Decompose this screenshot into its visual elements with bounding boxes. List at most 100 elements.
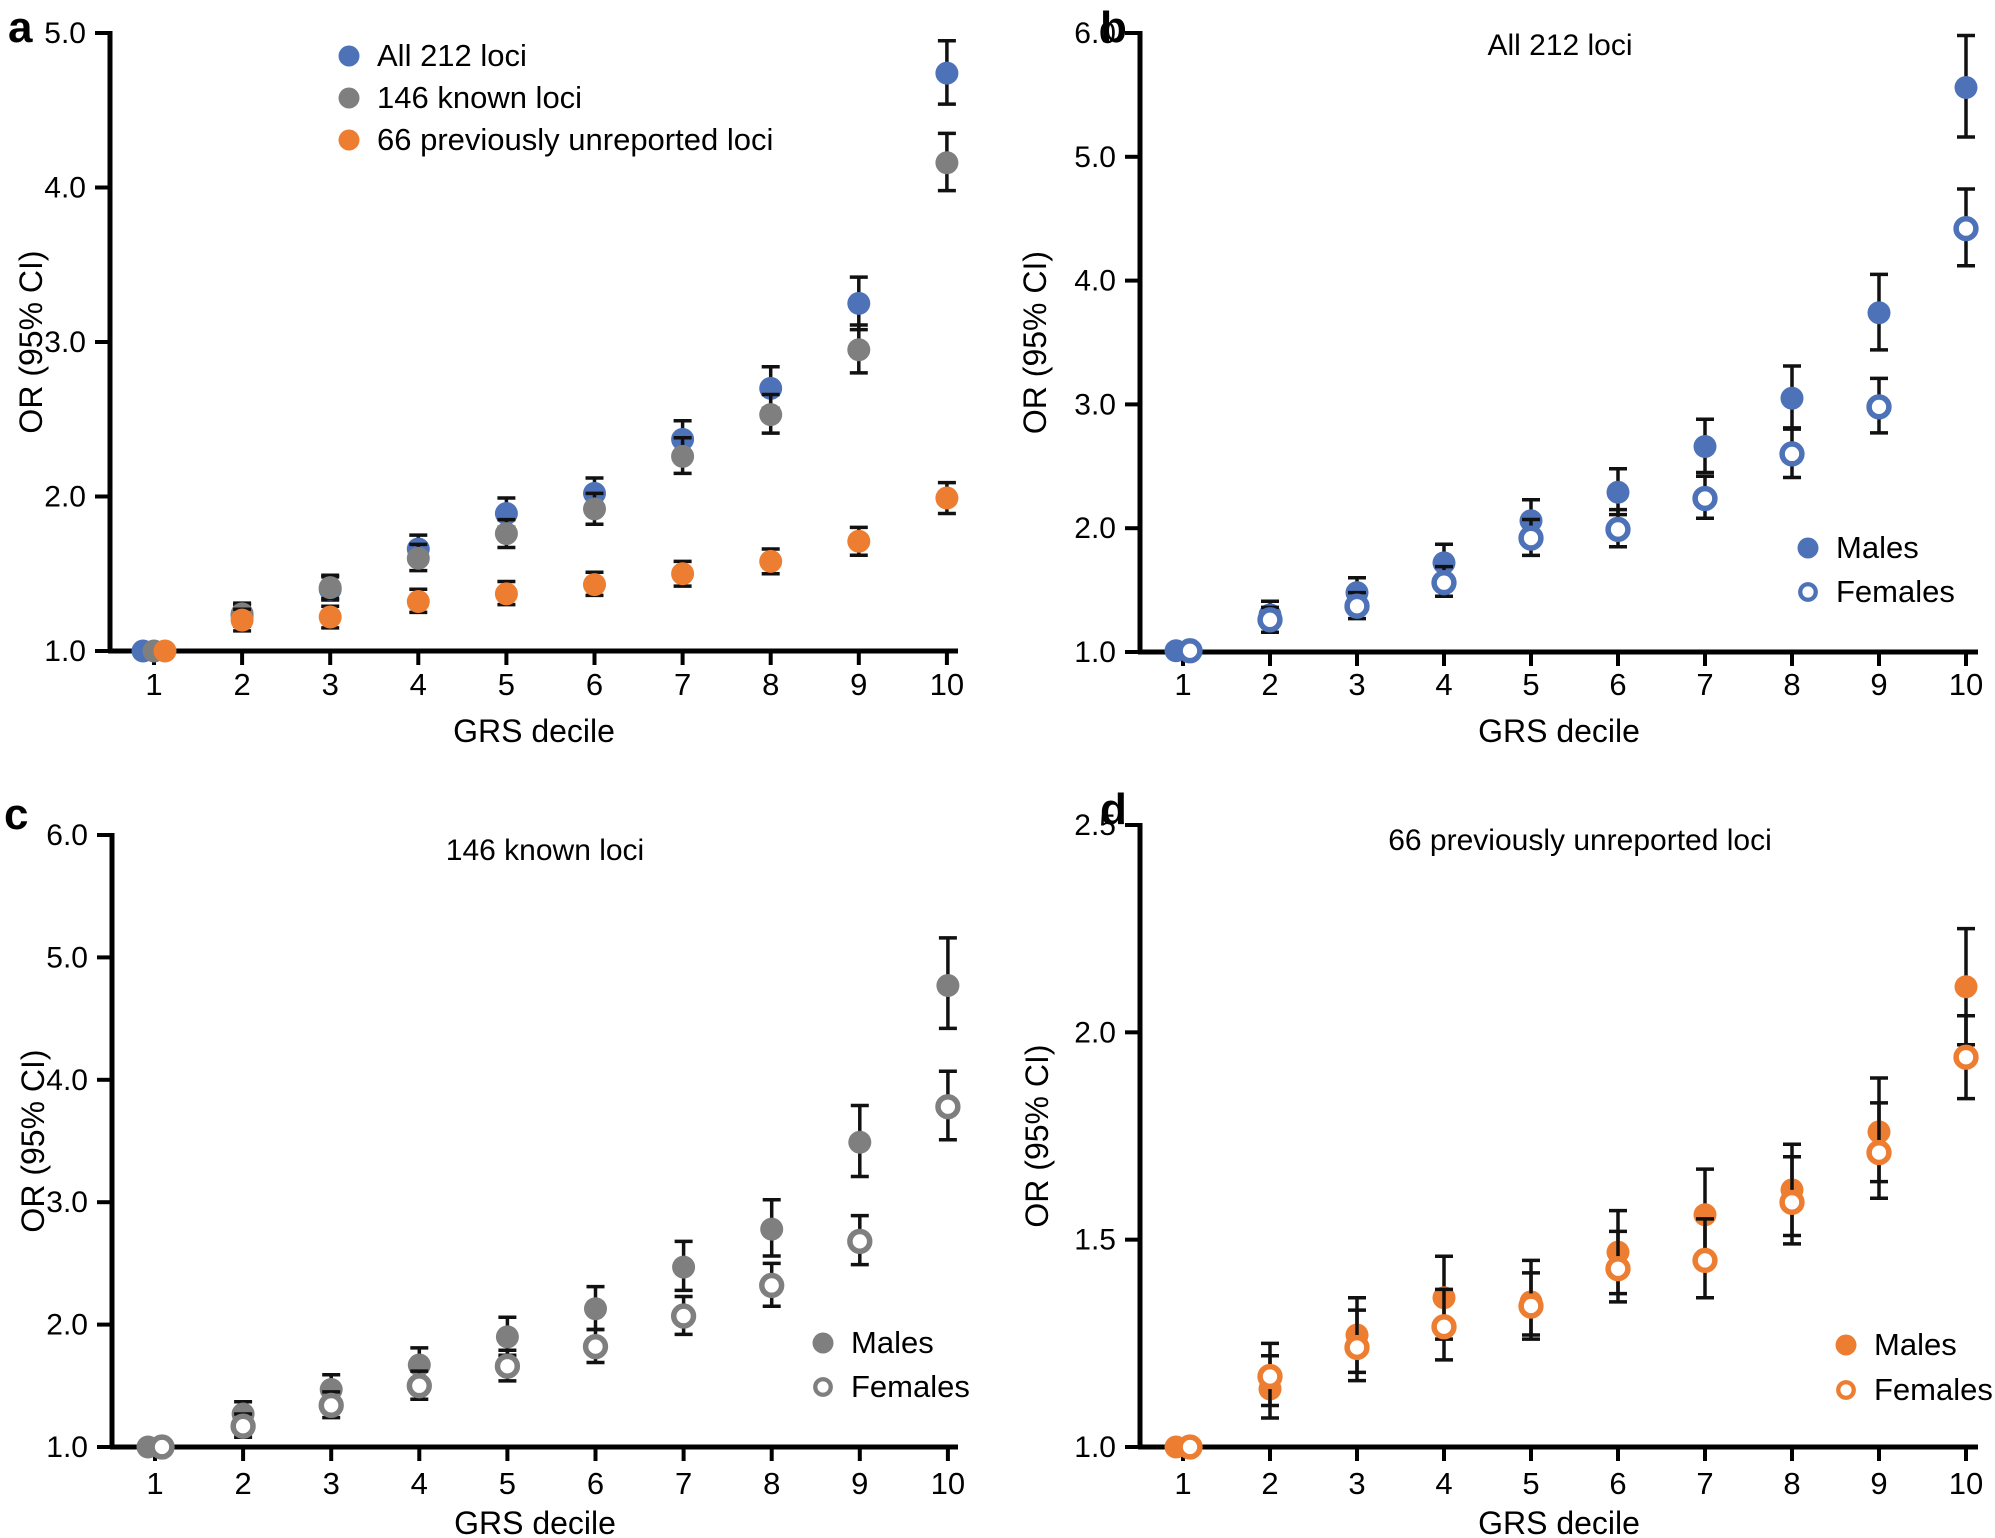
data-point — [670, 1303, 697, 1329]
x-tick-label: 6 — [1609, 1466, 1626, 1501]
data-point — [671, 562, 695, 586]
data-point — [406, 546, 430, 570]
x-tick-label: 2 — [1261, 1466, 1278, 1501]
data-point — [847, 291, 871, 315]
x-tick-label: 4 — [410, 667, 427, 702]
y-tick-label: 1.0 — [44, 635, 86, 668]
x-tick-label: 9 — [851, 1466, 868, 1501]
data-point — [494, 582, 518, 606]
y-tick-label: 1.0 — [46, 1431, 88, 1464]
panel-letter-d: d — [1100, 785, 1127, 834]
data-point — [1954, 975, 1978, 999]
legend-marker-filled — [338, 129, 360, 151]
legend-label: 146 known loci — [377, 80, 582, 115]
y-tick-label: 2.0 — [1074, 512, 1116, 545]
series-females — [1177, 187, 1979, 664]
y-tick-label: 2.5 — [1074, 809, 1116, 842]
data-point — [582, 1333, 609, 1360]
legend-marker-filled — [338, 87, 360, 109]
data-point — [935, 61, 959, 85]
x-tick-label: 4 — [411, 1466, 428, 1501]
data-point — [936, 974, 960, 998]
data-point — [583, 497, 606, 521]
data-point — [1692, 485, 1718, 512]
x-tick-label: 1 — [1174, 1466, 1191, 1501]
panel-d: 1.0 1.5 2.0 2.5 1 2 3 4 5 6 7 8 9 10 GRS decile OR (95%… — [1019, 809, 1993, 1538]
x-tick-label: 3 — [322, 667, 339, 702]
legend-label: Females — [851, 1369, 970, 1404]
legend-label: All 212 loci — [377, 38, 527, 73]
data-point — [847, 338, 871, 362]
data-point — [1431, 1314, 1457, 1340]
x-axis-label: GRS decile — [1478, 1505, 1640, 1538]
x-tick-label: 1 — [146, 1466, 163, 1501]
legend-marker-open — [1798, 582, 1818, 602]
data-point — [149, 1434, 175, 1460]
data-point — [1780, 386, 1804, 410]
data-point — [1344, 593, 1370, 619]
data-point — [1779, 441, 1805, 467]
y-tick-label: 5.0 — [1074, 141, 1116, 174]
legend-marker-open — [813, 1377, 833, 1397]
legend: Males Females — [812, 1325, 970, 1404]
data-point — [1606, 480, 1630, 504]
data-point — [1693, 434, 1717, 458]
x-tick-label: 1 — [145, 667, 162, 702]
y-tick-label: 1.0 — [1074, 1431, 1116, 1464]
y-tick-label: 4.0 — [46, 1064, 88, 1097]
y-tick-label: 4.0 — [1074, 265, 1116, 298]
data-point — [584, 1297, 607, 1321]
data-point — [318, 1392, 344, 1419]
x-tick-label: 3 — [1348, 1466, 1365, 1501]
x-tick-label: 2 — [233, 667, 250, 702]
x-tick-label: 9 — [850, 667, 867, 702]
legend-marker-filled — [1797, 537, 1819, 559]
data-point — [1779, 1189, 1805, 1215]
x-tick-label: 7 — [674, 667, 691, 702]
data-point — [230, 608, 254, 632]
panel-title: 146 known loci — [446, 834, 644, 867]
data-point — [406, 1373, 432, 1399]
y-axis-label: OR (95% CI) — [1017, 251, 1053, 434]
x-tick-label: 10 — [931, 1466, 965, 1501]
legend: Males Females — [1797, 530, 1955, 609]
data-point — [1867, 301, 1891, 325]
panel-title: All 212 loci — [1487, 29, 1632, 62]
data-point — [848, 1130, 872, 1154]
legend-label: Males — [851, 1325, 934, 1360]
data-point — [1866, 394, 1892, 420]
x-tick-label: 8 — [1783, 667, 1800, 702]
x-tick-label: 4 — [1435, 1466, 1452, 1501]
data-point — [318, 576, 342, 600]
y-tick-label: 2.0 — [1074, 1016, 1116, 1049]
series-females — [149, 1069, 961, 1460]
data-point — [1344, 1334, 1370, 1361]
panel-title: 66 previously unreported loci — [1388, 824, 1772, 857]
x-tick-label: 10 — [1949, 1466, 1983, 1501]
y-tick-label: 4.0 — [44, 172, 86, 205]
data-point — [583, 573, 606, 597]
x-tick-label: 5 — [1522, 1466, 1539, 1501]
legend-marker-filled — [812, 1332, 834, 1354]
x-tick-label: 3 — [1348, 667, 1365, 702]
x-axis-label: GRS decile — [1478, 713, 1640, 749]
y-tick-label: 6.0 — [1074, 17, 1116, 50]
data-point — [1605, 516, 1631, 543]
y-tick-label: 2.0 — [46, 1309, 88, 1342]
data-point — [1518, 525, 1544, 551]
y-tick-label: 1.5 — [1074, 1224, 1116, 1257]
x-tick-label: 4 — [1435, 667, 1452, 702]
x-axis-label: GRS decile — [453, 713, 615, 749]
x-tick-label: 5 — [1522, 667, 1539, 702]
data-point — [153, 639, 177, 663]
series-males — [136, 936, 960, 1459]
data-point — [672, 1255, 696, 1279]
x-tick-label: 9 — [1870, 1466, 1887, 1501]
data-point — [759, 1272, 785, 1299]
data-point — [847, 529, 871, 553]
legend-marker-filled — [1835, 1334, 1857, 1356]
data-point — [1953, 1044, 1979, 1070]
data-point — [1605, 1256, 1631, 1282]
